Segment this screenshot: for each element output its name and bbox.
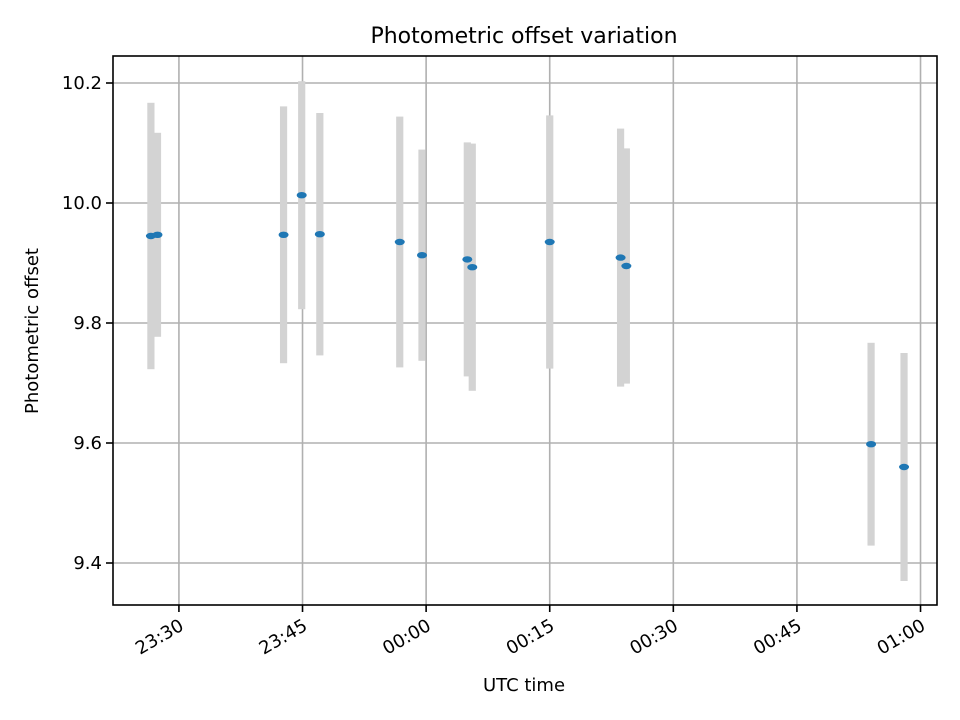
y-axis-ticks: 9.4 9.6 9.8 10.0 10.2 [62, 73, 113, 574]
x-tick-label: 23:30 [132, 615, 187, 659]
data-point [615, 254, 626, 261]
x-tick-label: 00:30 [626, 615, 681, 659]
y-tick-label: 9.4 [73, 553, 102, 574]
y-tick-label: 10.2 [62, 73, 102, 94]
data-point [417, 252, 427, 259]
data-point [467, 264, 478, 271]
x-tick-label: 00:15 [503, 615, 558, 659]
x-axis-ticks: 23:30 23:45 00:00 00:15 00:30 00:45 01:00 [132, 605, 929, 659]
data-point [866, 441, 877, 448]
data-point [621, 262, 632, 270]
data-point [296, 192, 307, 199]
grid-lines [113, 56, 937, 605]
x-axis-label: UTC time [483, 675, 565, 696]
data-points [145, 192, 910, 471]
data-point [544, 238, 555, 246]
y-tick-label: 10.0 [62, 193, 102, 214]
data-point [152, 231, 163, 238]
x-tick-label: 00:45 [750, 615, 805, 659]
data-point [462, 256, 473, 263]
data-point [899, 463, 910, 471]
chart-title: Photometric offset variation [370, 24, 677, 49]
error-bars [147, 81, 908, 581]
y-tick-label: 9.8 [73, 313, 102, 334]
data-point [314, 231, 325, 238]
plot-frame [112, 55, 938, 606]
y-axis-label: Photometric offset [22, 248, 43, 414]
x-tick-label: 01:00 [874, 615, 929, 659]
data-point [278, 231, 289, 238]
x-tick-label: 23:45 [256, 615, 311, 659]
y-tick-label: 9.6 [73, 433, 102, 454]
data-point [394, 238, 405, 246]
x-tick-label: 00:00 [379, 615, 434, 659]
